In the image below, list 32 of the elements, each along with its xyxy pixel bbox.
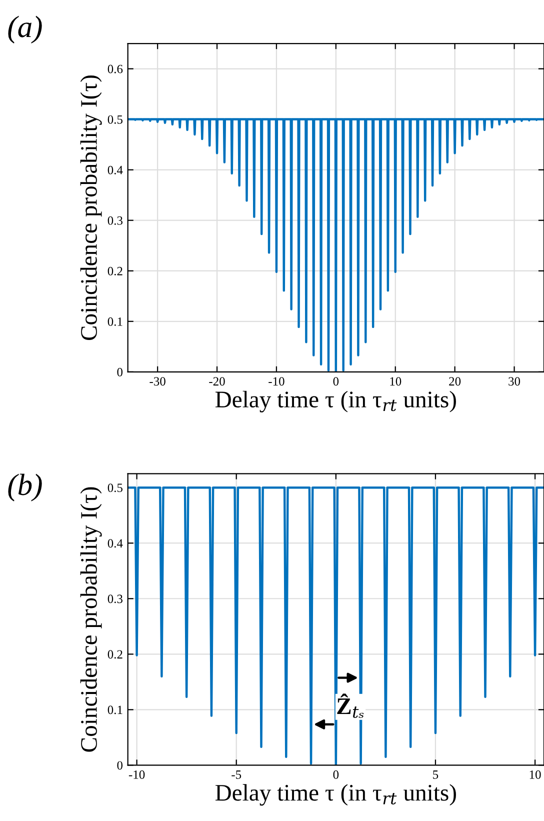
y-tick-label: 0.1 <box>108 706 122 714</box>
y-axis-title: Coincidence probability I(τ) <box>80 76 102 340</box>
y-tick-label: 0.5 <box>108 484 122 492</box>
x-tick-label: -10 <box>268 377 284 386</box>
y-tick-label: 0.3 <box>108 216 122 225</box>
chart-title: (a) <box>8 16 42 44</box>
y-tick-label: 0.2 <box>108 266 122 276</box>
x-tick-label: -20 <box>209 377 225 386</box>
y-tick-label: 0.2 <box>108 650 122 659</box>
y-tick-label: 0.6 <box>108 64 123 74</box>
y-tick-label: 0 <box>117 368 122 376</box>
y-tick-label: 0.1 <box>108 317 122 326</box>
x-tick-label: -5 <box>232 770 242 779</box>
x-tick-label: -10 <box>128 770 145 779</box>
y-tick-label: 0.5 <box>108 115 122 124</box>
x-tick-label: -30 <box>150 377 166 386</box>
x-axis-title: Delay time τ (in τ$_{rt}$ units) <box>215 390 456 412</box>
x-tick-label: 10 <box>530 770 541 779</box>
x-tick-label: 0 <box>333 770 339 779</box>
x-tick-label: 30 <box>508 377 520 386</box>
x-tick-label: 10 <box>390 377 402 386</box>
x-axis-title: Delay time τ (in τ$_{rt}$ units) <box>215 784 456 806</box>
y-tick-label: 0.4 <box>108 539 123 548</box>
x-tick-label: 0 <box>333 377 339 386</box>
x-tick-label: 20 <box>449 377 461 386</box>
x-tick-label: 5 <box>433 770 438 779</box>
y-tick-label: 0.3 <box>108 594 122 604</box>
chart-title: (b) <box>8 474 42 502</box>
y-tick-label: 0.4 <box>108 166 123 174</box>
annotation: Ẑ$_{tₛ}$ <box>337 694 364 718</box>
y-axis-title: Coincidence probability I(τ) <box>80 487 102 752</box>
y-tick-label: 0 <box>117 761 122 770</box>
